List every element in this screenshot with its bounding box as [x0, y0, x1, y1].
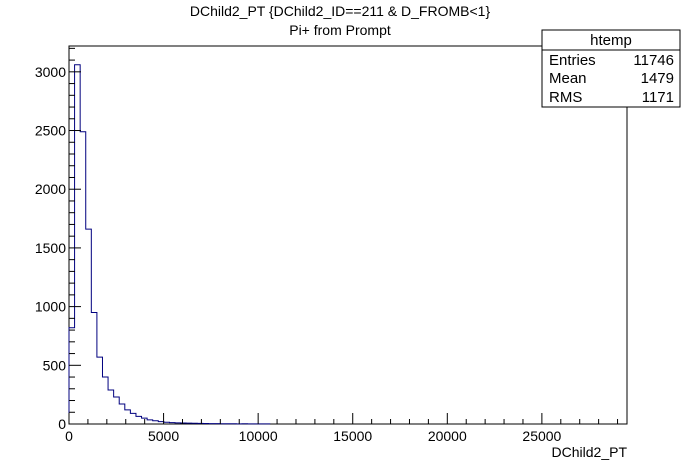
- x-tick-label: 15000: [333, 428, 372, 444]
- x-tick-label: 5000: [148, 428, 179, 444]
- plot-frame: [68, 45, 628, 425]
- stats-box-title: htemp: [590, 32, 632, 49]
- stats-mean-value: 1479: [641, 70, 674, 87]
- stats-rms-value: 1171: [642, 89, 674, 106]
- y-tick-label: 3000: [35, 64, 66, 80]
- x-tick-label: 25000: [522, 428, 561, 444]
- chart-title: DChild2_PT {DChild2_ID==211 & D_FROMB<1}: [190, 3, 491, 19]
- x-tick-label: 10000: [239, 428, 278, 444]
- y-tick-label: 1000: [35, 299, 66, 315]
- x-axis-label: DChild2_PT: [552, 444, 628, 460]
- x-tick-label: 20000: [428, 428, 467, 444]
- x-axis-ticks: 0 5000 10000 15000 20000 25000: [65, 413, 619, 444]
- stats-rms-label: RMS: [549, 89, 582, 106]
- y-axis-ticks: 0 500 1000 1500 2000 2500 3000: [35, 47, 81, 432]
- y-tick-label: 2000: [35, 181, 66, 197]
- stats-box: htemp Entries 11746 Mean 1479 RMS 1171: [541, 29, 681, 108]
- histogram-series: [68, 64, 271, 425]
- y-tick-label: 0: [58, 416, 66, 432]
- stats-mean-label: Mean: [549, 70, 587, 87]
- y-tick-label: 500: [43, 357, 67, 373]
- stats-entries-label: Entries: [549, 52, 596, 69]
- stats-entries-value: 11746: [633, 52, 674, 69]
- y-tick-label: 1500: [35, 240, 66, 256]
- chart-subtitle: Pi+ from Prompt: [289, 22, 391, 38]
- y-tick-label: 2500: [35, 123, 66, 139]
- x-tick-label: 0: [65, 428, 73, 444]
